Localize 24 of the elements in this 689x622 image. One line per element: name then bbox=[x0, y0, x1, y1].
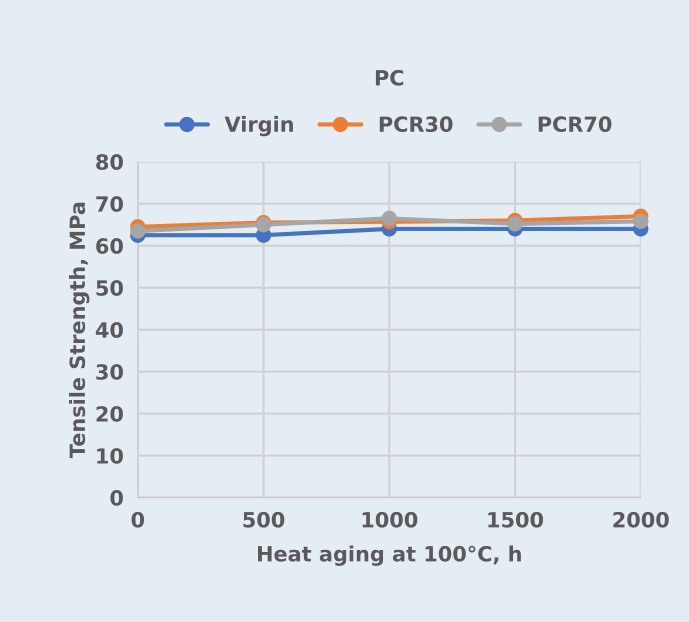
y-tick-label: 30 bbox=[96, 364, 123, 380]
point bbox=[382, 210, 397, 226]
x-tick-label: 500 bbox=[243, 512, 284, 528]
point bbox=[633, 214, 648, 229]
chart-title: PC bbox=[376, 70, 404, 86]
y-tick-label: 80 bbox=[96, 154, 123, 170]
y-tick-label: 20 bbox=[96, 406, 123, 422]
y-tick-label: 60 bbox=[96, 238, 123, 254]
x-tick-label: 1500 bbox=[488, 512, 544, 528]
point bbox=[507, 216, 523, 232]
y-tick-label: 40 bbox=[96, 322, 123, 338]
legend-label: Virgin bbox=[224, 116, 293, 136]
point bbox=[130, 223, 146, 239]
x-tick-label: 2000 bbox=[613, 512, 669, 528]
y-tick-label: 0 bbox=[110, 490, 123, 506]
y-tick-label: 50 bbox=[96, 280, 123, 296]
x-tick-label: 0 bbox=[132, 512, 144, 528]
x-tick-label: 1000 bbox=[362, 512, 418, 528]
y-tick-label: 10 bbox=[97, 448, 123, 464]
legend-label: PCR30 bbox=[380, 116, 452, 132]
y-axis-title: Tensile Strength, MPa bbox=[69, 202, 90, 458]
y-tick-label: 70 bbox=[96, 196, 123, 212]
x-axis-title: Heat aging at 100°C, h bbox=[258, 546, 521, 566]
legend-label: PCR70 bbox=[538, 116, 612, 132]
